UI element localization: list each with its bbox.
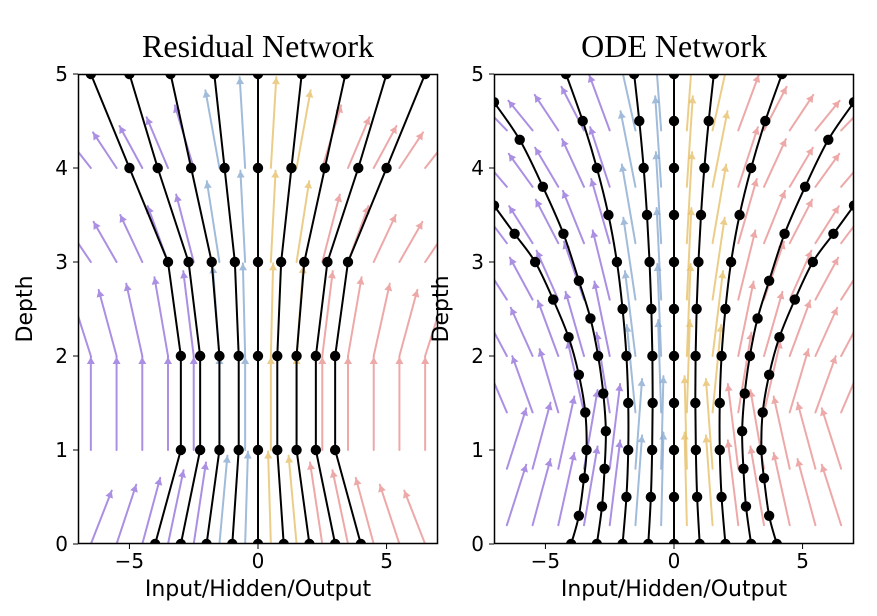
ylabel: Depth bbox=[13, 275, 38, 342]
ytick-label: 5 bbox=[471, 62, 484, 86]
xtick-label: 5 bbox=[796, 549, 809, 573]
ytick-label: 1 bbox=[471, 438, 484, 462]
ytick-label: 0 bbox=[55, 532, 68, 556]
panel-title-residual: Residual Network bbox=[78, 28, 438, 65]
ytick-label: 3 bbox=[55, 250, 68, 274]
ytick-label: 4 bbox=[55, 156, 68, 180]
xlabel: Input/Hidden/Output bbox=[145, 577, 372, 602]
xtick-label: 5 bbox=[380, 549, 393, 573]
xlabel: Input/Hidden/Output bbox=[561, 577, 788, 602]
ytick-label: 1 bbox=[55, 438, 68, 462]
ytick-label: 2 bbox=[471, 344, 484, 368]
panel-svg-ode: −505012345Input/Hidden/OutputDepth bbox=[494, 74, 854, 544]
ytick-label: 2 bbox=[55, 344, 68, 368]
ytick-label: 0 bbox=[471, 532, 484, 556]
ytick-label: 3 bbox=[471, 250, 484, 274]
trajectories bbox=[86, 69, 431, 549]
trajectories bbox=[489, 69, 859, 549]
xtick-label: −5 bbox=[115, 549, 144, 573]
panel-ode: −505012345Input/Hidden/OutputDepthODE Ne… bbox=[494, 74, 854, 544]
xtick-label: 0 bbox=[668, 549, 681, 573]
panel-residual: −505012345Input/Hidden/OutputDepthResidu… bbox=[78, 74, 438, 544]
ytick-label: 5 bbox=[55, 62, 68, 86]
panel-title-ode: ODE Network bbox=[494, 28, 854, 65]
panel-svg-residual: −505012345Input/Hidden/OutputDepth bbox=[78, 74, 438, 544]
ylabel: Depth bbox=[429, 275, 454, 342]
xtick-label: 0 bbox=[252, 549, 265, 573]
ytick-label: 4 bbox=[471, 156, 484, 180]
xtick-label: −5 bbox=[531, 549, 560, 573]
